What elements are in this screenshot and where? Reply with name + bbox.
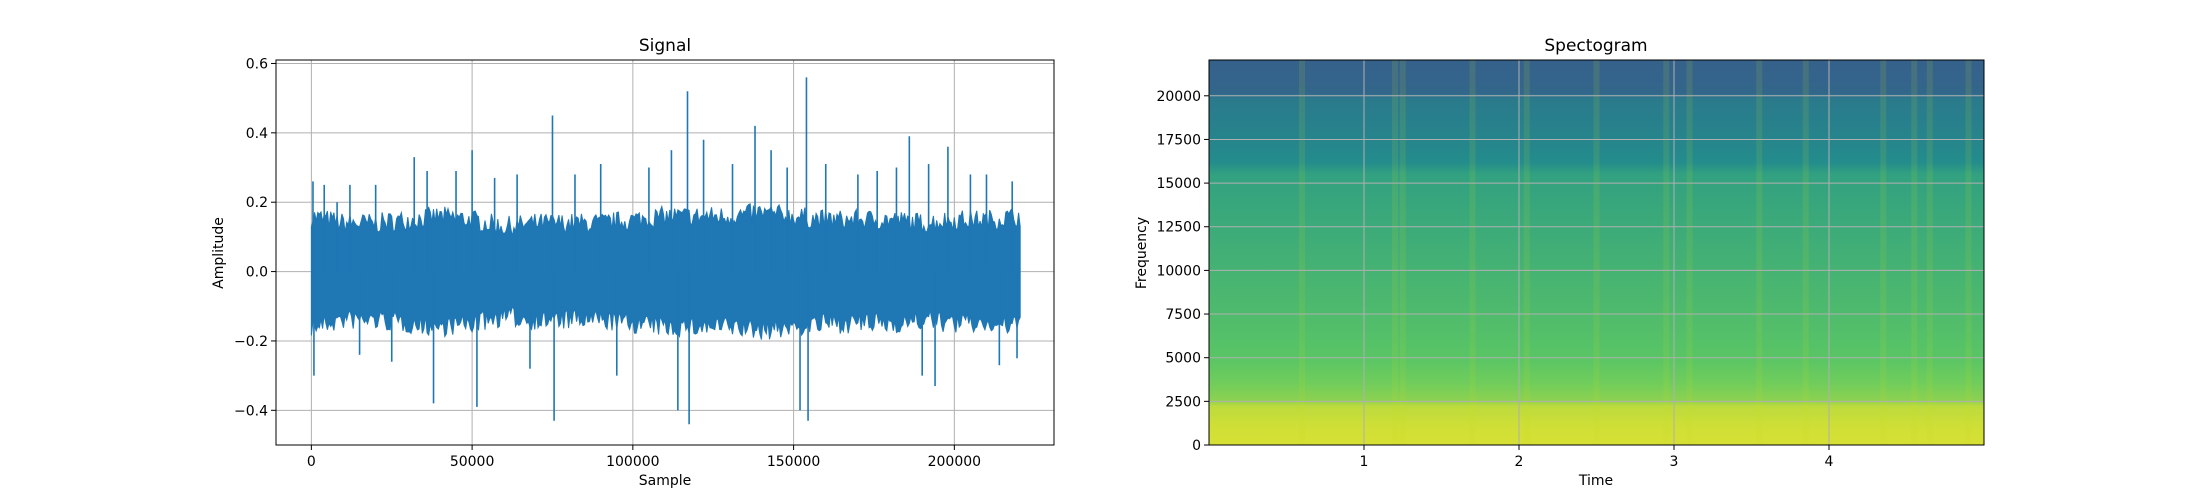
spectrogram-streak [1392, 60, 1398, 445]
spectrogram-streak [1469, 60, 1476, 445]
spectrogram-streak [1686, 60, 1693, 445]
spectrogram-x-tick-label: 1 [1360, 454, 1369, 470]
signal-y-tick-label: 0.2 [246, 195, 268, 211]
spectrogram-y-tick-label: 5000 [1165, 351, 1201, 367]
signal-y-tick-label: −0.4 [234, 403, 268, 419]
spectrogram-y-ticks: 0 2500 5000 7500 10000 12500 15000 17500 20000 [1156, 89, 1209, 454]
signal-x-tick-label: 100000 [606, 454, 659, 470]
spectrogram-streak [1523, 60, 1530, 445]
spectrogram-chart: 1 2 3 4 0 2500 5000 7500 10000 12500 15000 17500 20… [1134, 36, 1985, 489]
signal-waveform-band [310, 203, 1021, 340]
spectrogram-streak [1880, 60, 1887, 445]
spectrogram-y-label: Frequency [1134, 217, 1150, 289]
signal-y-tick-label: 0.0 [246, 265, 268, 281]
spectrogram-grid [1209, 60, 1984, 445]
spectrogram-streak [1911, 60, 1918, 445]
signal-waveform-spikes [312, 77, 1018, 425]
spectrogram-x-tick-label: 4 [1825, 454, 1834, 470]
signal-x-tick-label: 150000 [767, 454, 820, 470]
signal-title: Signal [639, 36, 691, 56]
spectrogram-streak [1593, 60, 1600, 445]
spectrogram-time-streaks [1299, 60, 1972, 445]
spectrogram-streak [1399, 60, 1406, 445]
signal-y-tick-label: 0.4 [246, 126, 268, 142]
signal-x-tick-label: 200000 [928, 454, 981, 470]
spectrogram-y-tick-label: 2500 [1165, 394, 1201, 410]
spectrogram-x-label: Time [1578, 473, 1613, 489]
signal-chart: 0 50000 100000 150000 200000 −0.4 −0.2 0.0 0.2 0… [211, 36, 1055, 489]
spectrogram-y-tick-label: 7500 [1165, 307, 1201, 323]
spectrogram-x-ticks: 1 2 3 4 [1360, 445, 1834, 470]
spectrogram-y-tick-label: 17500 [1156, 132, 1201, 148]
signal-x-ticks: 0 50000 100000 150000 200000 [307, 445, 981, 470]
spectrogram-y-tick-label: 15000 [1156, 176, 1201, 192]
spectrogram-y-tick-label: 20000 [1156, 89, 1201, 105]
spectrogram-y-tick-label: 10000 [1156, 263, 1201, 279]
signal-x-tick-label: 50000 [450, 454, 495, 470]
signal-y-label: Amplitude [211, 217, 227, 289]
spectrogram-x-tick-label: 2 [1515, 454, 1524, 470]
spectrogram-y-tick-label: 12500 [1156, 220, 1201, 236]
signal-y-tick-label: −0.2 [234, 334, 268, 350]
signal-y-ticks: −0.4 −0.2 0.0 0.2 0.4 0.6 [234, 56, 276, 419]
spectrogram-streak [1756, 60, 1763, 445]
spectrogram-streak [1965, 60, 1972, 445]
spectrogram-y-tick-label: 0 [1192, 438, 1201, 454]
signal-y-tick-label: 0.6 [246, 56, 268, 72]
signal-frame [275, 59, 1055, 446]
spectrogram-streak [1663, 60, 1670, 445]
spectrogram-frame [1208, 59, 1985, 446]
signal-x-label: Sample [639, 473, 692, 489]
spectrogram-streak [1926, 60, 1933, 445]
spectrogram-heatmap [1209, 60, 1984, 445]
signal-x-tick-label: 0 [307, 454, 316, 470]
spectrogram-title: Spectogram [1544, 36, 1647, 56]
spectrogram-streak [1299, 60, 1305, 445]
spectrogram-streak [1802, 60, 1809, 445]
spectrogram-x-tick-label: 3 [1670, 454, 1679, 470]
